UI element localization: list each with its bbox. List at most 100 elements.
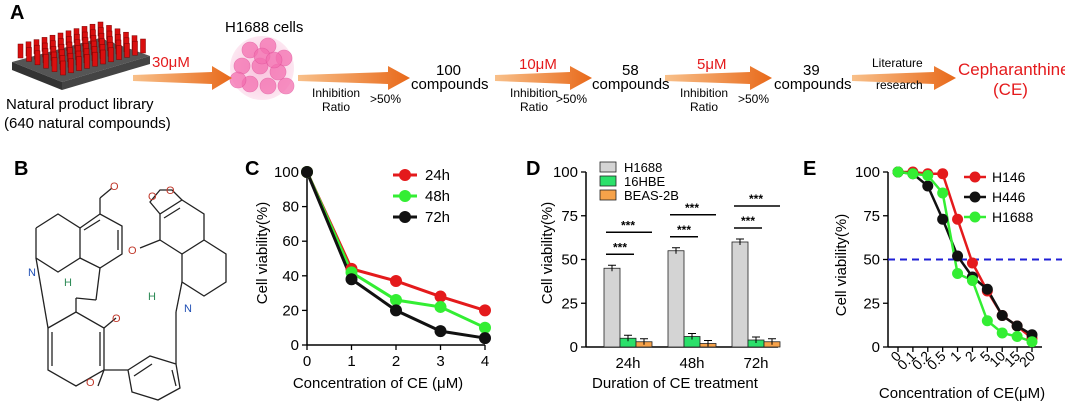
chart-d-sig-label: *** bbox=[741, 214, 755, 228]
chart-d-ytick-label: 0 bbox=[570, 339, 578, 356]
chart-c-point-48h bbox=[390, 294, 402, 307]
chart-d-bar-H1688 bbox=[667, 250, 685, 348]
compound-plate-icon bbox=[12, 21, 150, 90]
chart-c-ytick-label: 60 bbox=[282, 233, 299, 250]
chart-c-point-72h bbox=[479, 332, 491, 345]
chart-d-sig-label: *** bbox=[685, 201, 699, 215]
chart-c-xlabel: Concentration of CE (μM) bbox=[293, 375, 463, 392]
stereo-h-2: H bbox=[148, 291, 156, 303]
chart-c-ytick-label: 40 bbox=[282, 268, 299, 285]
chart-c-xtick-label: 1 bbox=[347, 353, 355, 370]
chart-c-xtick-label: 0 bbox=[303, 353, 311, 370]
chart-e-point-H1688 bbox=[892, 166, 904, 178]
chart-e-point-H1688 bbox=[1026, 336, 1038, 348]
panel-label-e: E bbox=[803, 158, 817, 180]
panel-label-c: C bbox=[245, 158, 260, 180]
chart-e-point-H1688 bbox=[907, 168, 919, 180]
chart-c-ytick-label: 80 bbox=[282, 199, 299, 216]
chart-e-point-H1688 bbox=[922, 170, 934, 181]
chart-e-point-H446 bbox=[952, 250, 964, 262]
result-abbrev: (CE) bbox=[993, 80, 1028, 99]
chart-e-ytick-label: 100 bbox=[855, 164, 880, 181]
chart-e-point-H446 bbox=[981, 283, 993, 295]
panel-label-a: A bbox=[10, 2, 25, 24]
chart-e-legend-marker bbox=[969, 211, 981, 223]
ratio-1: Ratio bbox=[322, 100, 351, 114]
result-name: Cepharanthine bbox=[958, 60, 1065, 79]
chart-c-ytick-label: 20 bbox=[282, 302, 299, 319]
amine-n-1: N bbox=[28, 267, 36, 279]
tube-icon bbox=[100, 49, 106, 65]
chart-c-xtick-label: 2 bbox=[392, 353, 400, 370]
dioxole-o-2: O bbox=[166, 185, 175, 197]
chart-e-point-H146 bbox=[937, 168, 949, 180]
chart-d-sig-label: *** bbox=[749, 192, 763, 206]
chart-d-ytick-label: 25 bbox=[561, 295, 578, 312]
chart-e-series-line-H1688 bbox=[897, 170, 1033, 343]
chart-d-bar-H1688 bbox=[731, 241, 749, 348]
chart-c-point-48h bbox=[479, 321, 491, 334]
chart-c-legend-label: 72h bbox=[425, 209, 450, 226]
chart-c-point-24h bbox=[390, 274, 402, 287]
tube-icon bbox=[92, 51, 98, 67]
compounds-2: compounds bbox=[592, 76, 670, 93]
tube-icon bbox=[140, 38, 146, 54]
chart-e: Cell viability(%) Concentration of CE(μM… bbox=[833, 164, 1062, 402]
tube-icon bbox=[60, 60, 66, 76]
methoxy-o-top: O bbox=[110, 181, 119, 193]
chart-e-ytick-label: 25 bbox=[863, 295, 880, 312]
chart-e-legend-marker bbox=[969, 171, 981, 183]
chart-e-ytick-label: 50 bbox=[863, 252, 880, 269]
chart-c-point-24h bbox=[479, 304, 491, 317]
chart-d-category-label: 48h bbox=[679, 355, 704, 372]
arrow-1 bbox=[133, 66, 232, 90]
chart-d-sig-label: *** bbox=[677, 223, 691, 237]
chart-c-legend-marker bbox=[399, 169, 411, 181]
chart-c: Cell viability(%) Concentration of CE (μ… bbox=[254, 164, 491, 392]
chart-c-legend-label: 48h bbox=[425, 188, 450, 205]
chart-c-point-48h bbox=[434, 300, 447, 313]
methoxy-o-bottom: O bbox=[112, 313, 121, 325]
chart-d: Cell viability(%) Duration of CE treatme… bbox=[539, 160, 781, 392]
chart-d-legend-label: 16HBE bbox=[624, 174, 666, 189]
compounds-3: compounds bbox=[774, 76, 852, 93]
chart-e-point-H446 bbox=[922, 180, 934, 192]
chart-c-point-72h bbox=[345, 273, 358, 286]
cell-icon bbox=[259, 77, 277, 95]
chart-d-ytick-label: 100 bbox=[553, 164, 578, 181]
ratio-3: Ratio bbox=[690, 100, 719, 114]
ether-o-2: O bbox=[86, 377, 95, 389]
chart-e-xtick-label: 2 bbox=[962, 348, 979, 365]
arrow-3 bbox=[495, 66, 592, 90]
chart-e-ytick-label: 0 bbox=[872, 339, 880, 356]
chart-d-legend-swatch bbox=[599, 189, 617, 201]
chart-c-legend-label: 24h bbox=[425, 167, 450, 184]
library-label-2: (640 natural compounds) bbox=[4, 115, 171, 132]
chart-e-xlabel: Concentration of CE(μM) bbox=[879, 385, 1045, 402]
cell-icon bbox=[233, 57, 251, 75]
chart-c-point-72h bbox=[434, 325, 447, 338]
chart-c-xtick-label: 3 bbox=[436, 353, 444, 370]
chart-d-sig-label: *** bbox=[621, 218, 635, 232]
chart-e-legend-label: H1688 bbox=[992, 209, 1033, 225]
chart-d-bar-H1688 bbox=[603, 267, 621, 348]
chart-e-ytick-label: 75 bbox=[863, 208, 880, 225]
chart-d-legend-swatch bbox=[599, 175, 617, 187]
chart-d-legend-label: H1688 bbox=[624, 160, 662, 175]
chart-e-legend-marker bbox=[969, 191, 981, 203]
chart-c-legend-marker bbox=[399, 190, 411, 202]
tube-icon bbox=[26, 47, 32, 62]
chart-c-ytick-label: 100 bbox=[274, 164, 299, 181]
ratio-2: Ratio bbox=[520, 100, 549, 114]
chart-d-ytick-label: 50 bbox=[561, 252, 578, 269]
chart-e-xtick-label: 1 bbox=[947, 348, 964, 365]
cell-icon bbox=[265, 51, 283, 69]
chart-e-legend-label: H446 bbox=[992, 189, 1026, 205]
stereo-h-1: H bbox=[64, 277, 72, 289]
amine-n-2: N bbox=[184, 303, 192, 315]
chart-e-point-H146 bbox=[966, 257, 978, 269]
tube-icon bbox=[108, 47, 114, 63]
count-1: 100 bbox=[436, 62, 462, 79]
chart-e-point-H446 bbox=[937, 213, 949, 225]
cell-icon bbox=[229, 71, 247, 89]
